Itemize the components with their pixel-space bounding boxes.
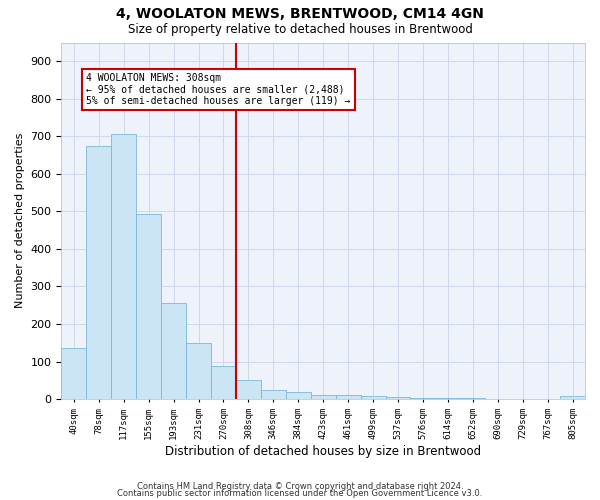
Bar	[61, 348, 86, 399]
Bar	[386, 397, 410, 399]
Bar	[136, 214, 161, 399]
Text: 4 WOOLATON MEWS: 308sqm
← 95% of detached houses are smaller (2,488)
5% of semi-: 4 WOOLATON MEWS: 308sqm ← 95% of detache…	[86, 72, 351, 106]
Bar	[410, 398, 436, 399]
Text: Size of property relative to detached houses in Brentwood: Size of property relative to detached ho…	[128, 22, 472, 36]
Bar	[286, 392, 311, 399]
Text: 4, WOOLATON MEWS, BRENTWOOD, CM14 4GN: 4, WOOLATON MEWS, BRENTWOOD, CM14 4GN	[116, 8, 484, 22]
Bar	[161, 304, 186, 399]
Bar	[560, 396, 585, 399]
Bar	[236, 380, 261, 399]
X-axis label: Distribution of detached houses by size in Brentwood: Distribution of detached houses by size …	[165, 444, 481, 458]
Bar	[460, 398, 485, 399]
Y-axis label: Number of detached properties: Number of detached properties	[15, 133, 25, 308]
Text: Contains public sector information licensed under the Open Government Licence v3: Contains public sector information licen…	[118, 489, 482, 498]
Bar	[335, 396, 361, 399]
Bar	[211, 366, 236, 399]
Bar	[436, 398, 460, 399]
Bar	[261, 390, 286, 399]
Bar	[311, 394, 335, 399]
Text: Contains HM Land Registry data © Crown copyright and database right 2024.: Contains HM Land Registry data © Crown c…	[137, 482, 463, 491]
Bar	[111, 134, 136, 399]
Bar	[186, 343, 211, 399]
Bar	[86, 146, 111, 399]
Bar	[361, 396, 386, 399]
